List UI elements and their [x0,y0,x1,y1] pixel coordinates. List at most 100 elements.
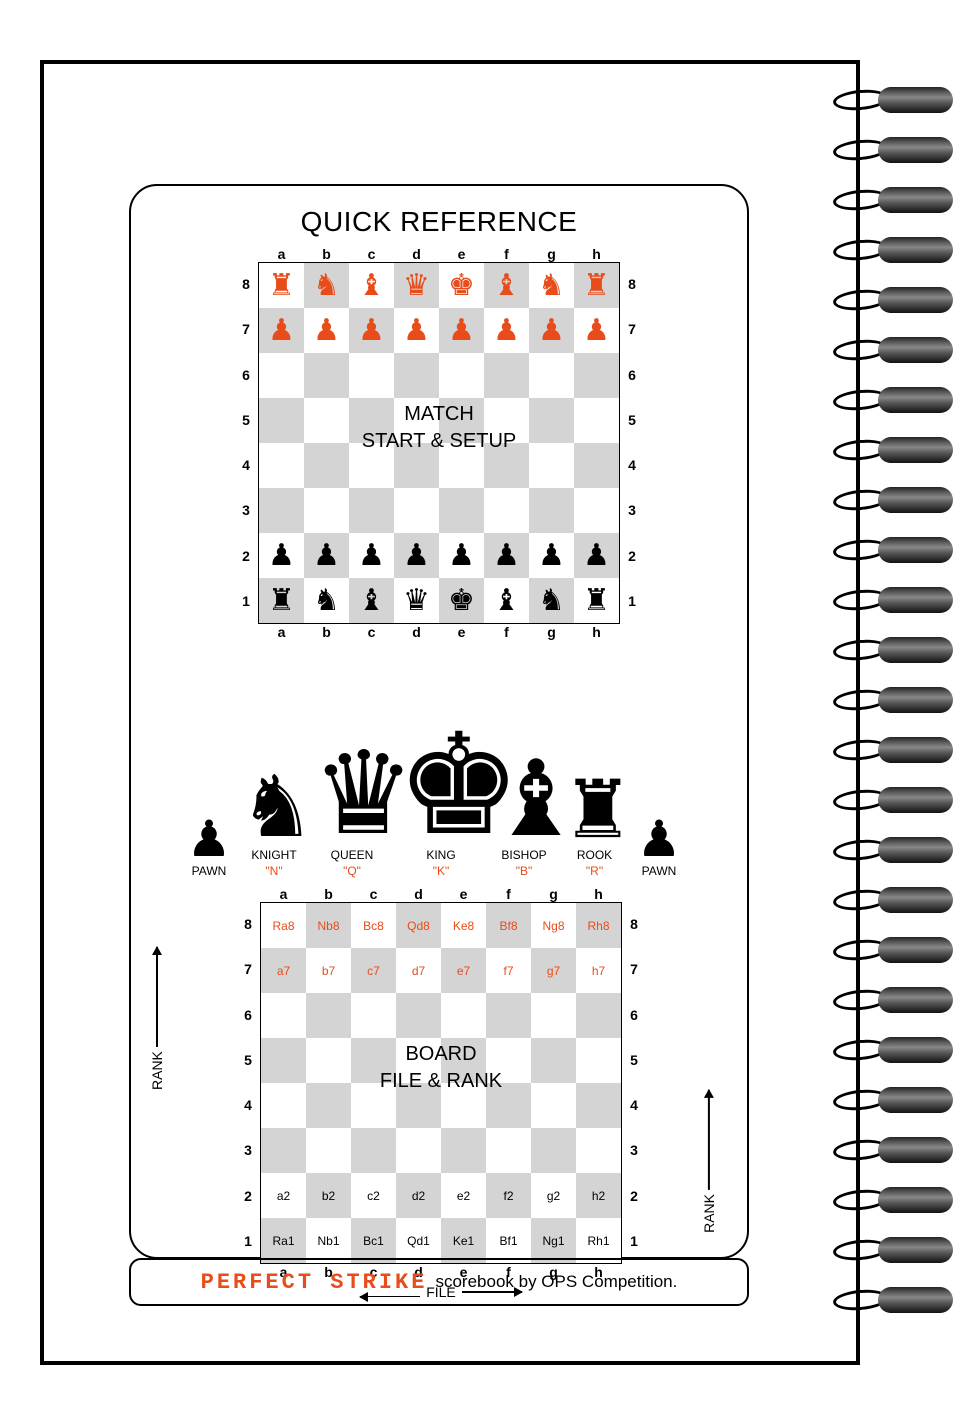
notation-cell: a7 [261,948,306,993]
notation-cell: Qd8 [396,903,441,948]
piece-cell: ♟ [394,533,439,578]
piece-cell [529,398,574,443]
piece-queen: ♛QUEEN"Q" [312,746,392,878]
piece-king: ♚KING"K" [396,725,486,878]
rank-label: 4 [236,1083,260,1128]
piece-cell [304,353,349,398]
rank-label: 7 [622,947,646,992]
piece-cell: ♟ [439,533,484,578]
piece-cell: ♝ [484,263,529,308]
spiral-ring [833,735,948,765]
file-label: h [574,624,619,640]
notation-cell [261,1128,306,1173]
footer-text: scorebook by OPS Competition. [435,1272,677,1292]
piece-cell: ♞ [529,263,574,308]
notation-cell [396,1083,441,1128]
piece-cell [349,443,394,488]
chess-grid: ♜♞♝♛♚♝♞♜♟♟♟♟♟♟♟♟♟♟♟♟♟♟♟♟♜♞♝♛♚♝♞♜ [258,262,620,624]
spiral-ring [833,335,948,365]
notation-cell [441,1083,486,1128]
notation-cell [396,993,441,1038]
notation-cell [486,1038,531,1083]
rank-label: 2 [236,1174,260,1219]
piece-notation: "K" [396,864,486,878]
piece-notation: "R" [562,864,627,878]
notation-cell: Ng8 [531,903,576,948]
piece-cell: ♜ [574,263,619,308]
spiral-ring [833,385,948,415]
notation-cell: c7 [351,948,396,993]
piece-cell: ♞ [304,578,349,623]
notation-cell: Nb8 [306,903,351,948]
piece-cell [574,488,619,533]
spiral-ring [833,1285,948,1315]
notation-cell [441,1128,486,1173]
notation-cell: Bf1 [486,1218,531,1263]
spiral-ring [833,435,948,465]
rank-label: 2 [620,534,644,579]
notation-cell: Rh8 [576,903,621,948]
file-label: a [259,246,304,262]
piece-cell: ♝ [349,578,394,623]
piece-cell: ♟ [349,308,394,353]
piece-cell: ♟ [259,533,304,578]
notation-cell [351,1038,396,1083]
rank-label: 3 [234,488,258,533]
rank-label: 2 [234,534,258,579]
piece-glyph: ♟ [184,818,234,861]
file-label: e [439,624,484,640]
piece-glyph: ♜ [562,776,627,844]
piece-pawn: ♟PAWN [634,818,684,879]
spiral-ring [833,1185,948,1215]
piece-cell: ♝ [349,263,394,308]
rank-label: 2 [622,1174,646,1219]
spiral-ring [833,785,948,815]
notation-cell [486,993,531,1038]
file-label: g [529,624,574,640]
notation-cell [351,993,396,1038]
piece-cell: ♟ [304,308,349,353]
notation-cell [531,993,576,1038]
rank-label: 7 [620,307,644,352]
piece-notation: "N" [239,864,309,878]
notation-cell: d7 [396,948,441,993]
rank-label: 8 [620,262,644,307]
notation-cell: h2 [576,1173,621,1218]
notation-cell [576,1038,621,1083]
piece-cell [349,488,394,533]
piece-bishop: ♝BISHOP"B" [489,755,559,878]
setup-board: abcdefgh 87654321♜♞♝♛♚♝♞♜♟♟♟♟♟♟♟♟♟♟♟♟♟♟♟… [199,246,679,640]
file-label: b [304,246,349,262]
piece-cell: ♜ [574,578,619,623]
spiral-ring [833,485,948,515]
notation-cell: Ke8 [441,903,486,948]
piece-cell [304,443,349,488]
notation-cell [306,993,351,1038]
notation-cell [351,1128,396,1173]
piece-cell: ♚ [439,263,484,308]
piece-rook: ♜ROOK"R" [562,776,627,878]
notation-cell [576,1128,621,1173]
spiral-binding [873,85,963,1345]
piece-cell: ♛ [394,263,439,308]
piece-cell: ♟ [259,308,304,353]
file-label: c [349,246,394,262]
rank-axis-right: RANK [701,1090,717,1233]
piece-cell [529,488,574,533]
spiral-ring [833,1135,948,1165]
notation-board: RANK RANK abcdefgh 87654321Ra8Nb8Bc8Qd8K… [161,886,721,1300]
rank-label: 6 [622,993,646,1038]
notation-cell: Bf8 [486,903,531,948]
notation-cell [261,1083,306,1128]
notation-cell [441,1038,486,1083]
piece-cell: ♟ [484,533,529,578]
piece-glyph: ♞ [239,772,309,844]
notation-cell: g2 [531,1173,576,1218]
rank-label: 3 [236,1128,260,1173]
file-label: e [441,886,486,902]
file-label: e [439,246,484,262]
rank-label: 1 [234,579,258,624]
notation-cell: Ra8 [261,903,306,948]
piece-cell [394,353,439,398]
rank-label: 1 [620,579,644,624]
